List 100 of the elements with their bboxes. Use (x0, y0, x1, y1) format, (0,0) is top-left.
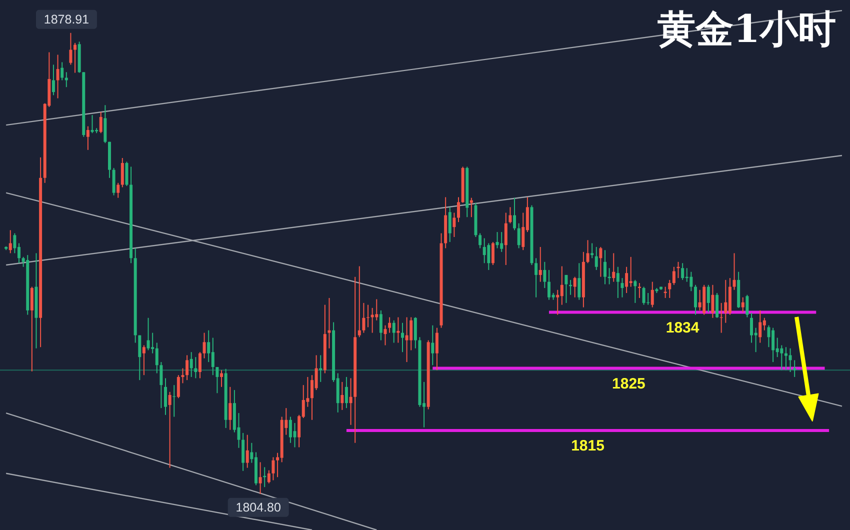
candlestick (634, 279, 637, 304)
candlestick (758, 310, 762, 344)
candlestick (125, 161, 128, 186)
candlestick (716, 292, 719, 318)
candlestick (379, 310, 382, 341)
candlestick (625, 266, 628, 294)
candlestick (487, 242, 490, 270)
candlestick (599, 246, 602, 278)
candlestick (538, 246, 542, 282)
candlestick (681, 262, 684, 280)
candlestick (504, 212, 508, 266)
candlestick (138, 334, 142, 381)
candlestick (767, 324, 770, 348)
candlestick (452, 212, 456, 238)
candlestick (564, 274, 568, 304)
candlestick (90, 114, 94, 134)
candlestick (543, 261, 546, 289)
candlestick (190, 352, 193, 378)
annotation: 1834 (666, 319, 700, 336)
candlestick (186, 354, 189, 381)
candlestick (388, 316, 392, 334)
candlestick (104, 104, 107, 144)
candlestick (573, 276, 576, 298)
candlestick (746, 294, 749, 318)
candlestick (392, 320, 396, 344)
candlestick (500, 232, 504, 252)
candlestick (396, 316, 400, 344)
candlestick (612, 252, 616, 282)
candlestick (272, 456, 275, 481)
candlestick (246, 434, 249, 468)
candlestick (99, 111, 102, 134)
candlestick (448, 206, 452, 242)
candlestick (13, 232, 16, 254)
candlestick (8, 230, 12, 254)
candlestick (375, 298, 378, 321)
candlestick (690, 271, 693, 292)
candlestick (116, 182, 120, 198)
candlestick (664, 286, 667, 298)
candlestick (556, 289, 560, 316)
candlestick (207, 330, 210, 363)
candlestick (780, 344, 784, 371)
candlestick (112, 167, 116, 196)
candlestick (86, 126, 90, 150)
candlestick (155, 342, 158, 374)
candlestick (594, 246, 598, 270)
candlestick (672, 266, 676, 286)
candlestick (560, 266, 564, 306)
candlestick (242, 432, 245, 472)
candlestick (620, 278, 624, 298)
candlestick (741, 296, 744, 313)
candlestick (578, 262, 581, 300)
candlestick (52, 64, 55, 96)
candlestick (435, 327, 438, 371)
candlestick (711, 284, 714, 318)
candlestick (642, 286, 646, 306)
candlestick (414, 316, 417, 349)
candlestick (60, 62, 64, 81)
candlestick (160, 362, 163, 409)
candlestick (457, 196, 460, 223)
candlestick (176, 374, 180, 399)
candlestick (228, 386, 232, 430)
candlestick (410, 316, 413, 351)
candlestick (482, 238, 486, 264)
candlestick (69, 32, 72, 66)
candlestick (405, 316, 408, 363)
candlestick (534, 258, 538, 298)
candlestick (496, 232, 499, 249)
candlestick (668, 279, 672, 298)
candlestick (142, 344, 146, 376)
annotation: 1804.80 (236, 500, 281, 514)
candlestick (732, 252, 736, 290)
candlestick (30, 286, 34, 372)
candlestick (788, 348, 792, 372)
candlestick (220, 370, 224, 388)
candlestick (706, 284, 710, 313)
candlestick (478, 232, 482, 249)
candlestick (328, 297, 331, 349)
candlestick (56, 54, 60, 99)
candlestick (293, 422, 296, 448)
candlestick (698, 289, 702, 311)
candlestick (384, 324, 387, 346)
candlestick (604, 250, 606, 285)
candlestick (362, 302, 366, 334)
candlestick (517, 222, 520, 249)
candlestick (146, 317, 150, 351)
candlestick (194, 356, 198, 379)
candlestick (400, 322, 404, 353)
candlestick (120, 158, 124, 188)
candlestick (616, 266, 620, 298)
annotation: 1878.91 (44, 12, 90, 26)
candlestick (358, 266, 361, 338)
candlestick (258, 462, 262, 494)
candlestick (431, 324, 434, 366)
candlestick (198, 352, 202, 379)
candlestick (508, 206, 512, 224)
candlestick (216, 366, 219, 394)
candlestick (650, 281, 654, 308)
candlestick (344, 376, 348, 409)
candlestick (340, 381, 344, 410)
candlestick (211, 337, 214, 376)
